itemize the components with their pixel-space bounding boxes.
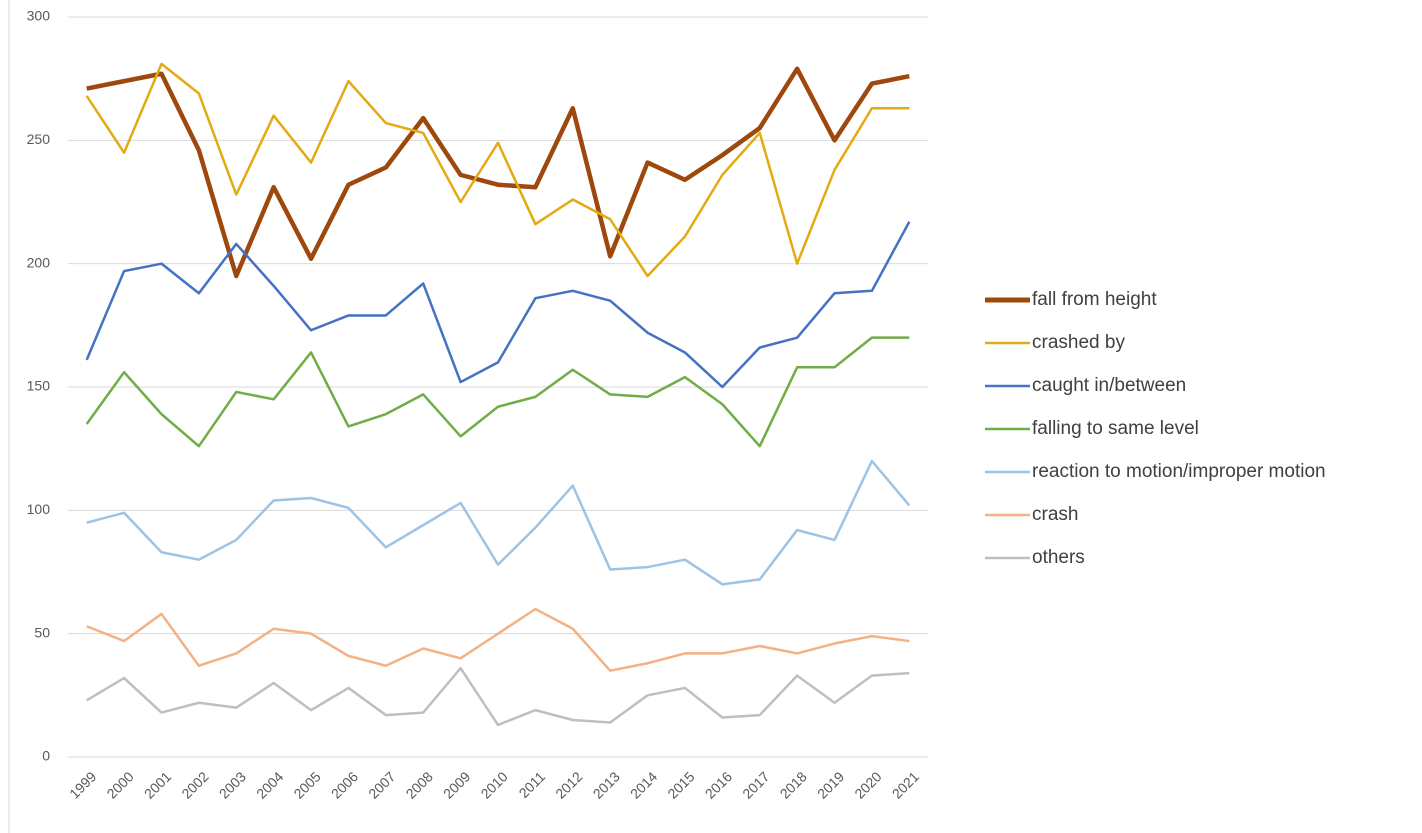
x-tick-label: 2019 <box>814 768 847 801</box>
series-line <box>86 459 911 586</box>
x-tick-label: 2017 <box>739 768 772 801</box>
x-tick-label: 2016 <box>702 768 735 801</box>
y-tick-label: 300 <box>27 8 51 24</box>
x-tick-label: 2008 <box>403 768 436 801</box>
legend-label: falling to same level <box>1032 418 1199 439</box>
x-tick-label: 2000 <box>103 768 136 801</box>
x-tick-label: 2010 <box>477 768 510 801</box>
y-tick-label: 50 <box>34 624 50 640</box>
x-tick-label: 2004 <box>253 768 286 801</box>
x-tick-label: 2006 <box>328 768 361 801</box>
x-tick-label: 2005 <box>290 768 323 801</box>
x-tick-label: 1999 <box>66 768 99 801</box>
series-line <box>85 221 911 389</box>
x-tick-label: 2018 <box>777 768 810 801</box>
legend-label: fall from height <box>1032 289 1157 310</box>
x-tick-label: 2014 <box>627 768 660 801</box>
x-tick-label: 2012 <box>552 768 585 801</box>
y-tick-label: 100 <box>27 501 51 517</box>
y-tick-label: 150 <box>27 378 51 394</box>
y-tick-label: 250 <box>27 131 51 147</box>
x-tick-label: 2020 <box>851 768 884 801</box>
y-tick-label: 200 <box>27 254 51 270</box>
legend-label: crashed by <box>1032 332 1125 353</box>
legend-label: crash <box>1032 504 1078 525</box>
y-tick-label: 0 <box>42 748 50 764</box>
x-tick-label: 2015 <box>664 768 697 801</box>
x-tick-label: 2013 <box>590 768 623 801</box>
x-tick-label: 2002 <box>178 768 211 801</box>
x-tick-label: 2009 <box>440 768 473 801</box>
x-tick-label: 2001 <box>141 768 174 801</box>
legend-label: caught in/between <box>1032 375 1186 396</box>
x-tick-label: 2007 <box>365 768 398 801</box>
x-tick-label: 2011 <box>516 768 549 801</box>
series-line <box>86 66 910 279</box>
x-tick-label: 2003 <box>216 768 249 801</box>
series-line <box>85 62 910 278</box>
x-tick-label: 2021 <box>889 768 922 801</box>
legend-label: reaction to motion/improper motion <box>1032 461 1326 482</box>
series-line <box>85 336 910 448</box>
series-line <box>86 666 910 727</box>
series-line <box>86 607 910 672</box>
legend-label: others <box>1032 547 1085 568</box>
